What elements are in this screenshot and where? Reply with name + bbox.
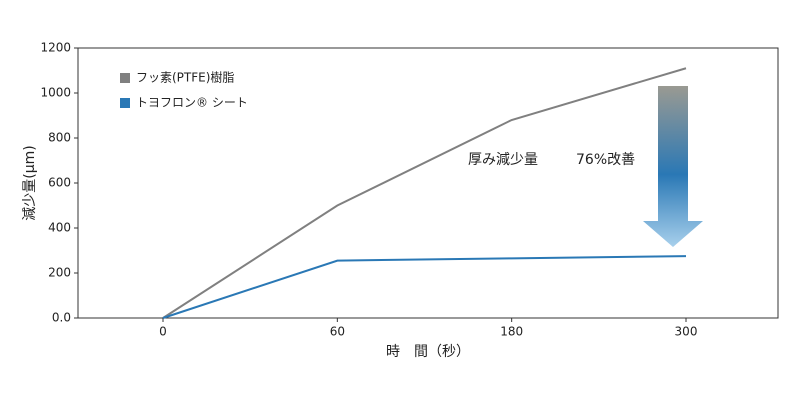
y-tick-label: 200 [48, 266, 71, 280]
legend-label: トヨフロン® シート [136, 96, 248, 110]
series-line [162, 255, 687, 319]
x-tick-label: 180 [500, 325, 523, 339]
x-tick-label: 60 [330, 325, 345, 339]
annotation: 厚み減少量 [468, 151, 538, 168]
y-axis-label: 減少量(μm) [21, 145, 38, 220]
legend-label: フッ素(PTFE)樹脂 [136, 70, 234, 85]
legend-swatch [120, 98, 130, 108]
y-tick-label: 0.0 [52, 311, 71, 325]
y-tick-label: 1000 [40, 86, 71, 100]
x-axis-label: 時 間（秒） [386, 344, 470, 360]
y-tick-label: 400 [48, 221, 71, 235]
x-tick-label: 0 [159, 325, 167, 339]
series-line [162, 67, 687, 319]
y-tick-label: 1200 [40, 41, 71, 55]
legend-swatch [120, 73, 130, 83]
y-tick-label: 800 [48, 131, 71, 145]
annotation: 76%改善 [576, 152, 635, 168]
improvement-arrow [643, 86, 703, 247]
y-tick-label: 600 [48, 176, 71, 190]
x-tick-label: 300 [675, 325, 698, 339]
